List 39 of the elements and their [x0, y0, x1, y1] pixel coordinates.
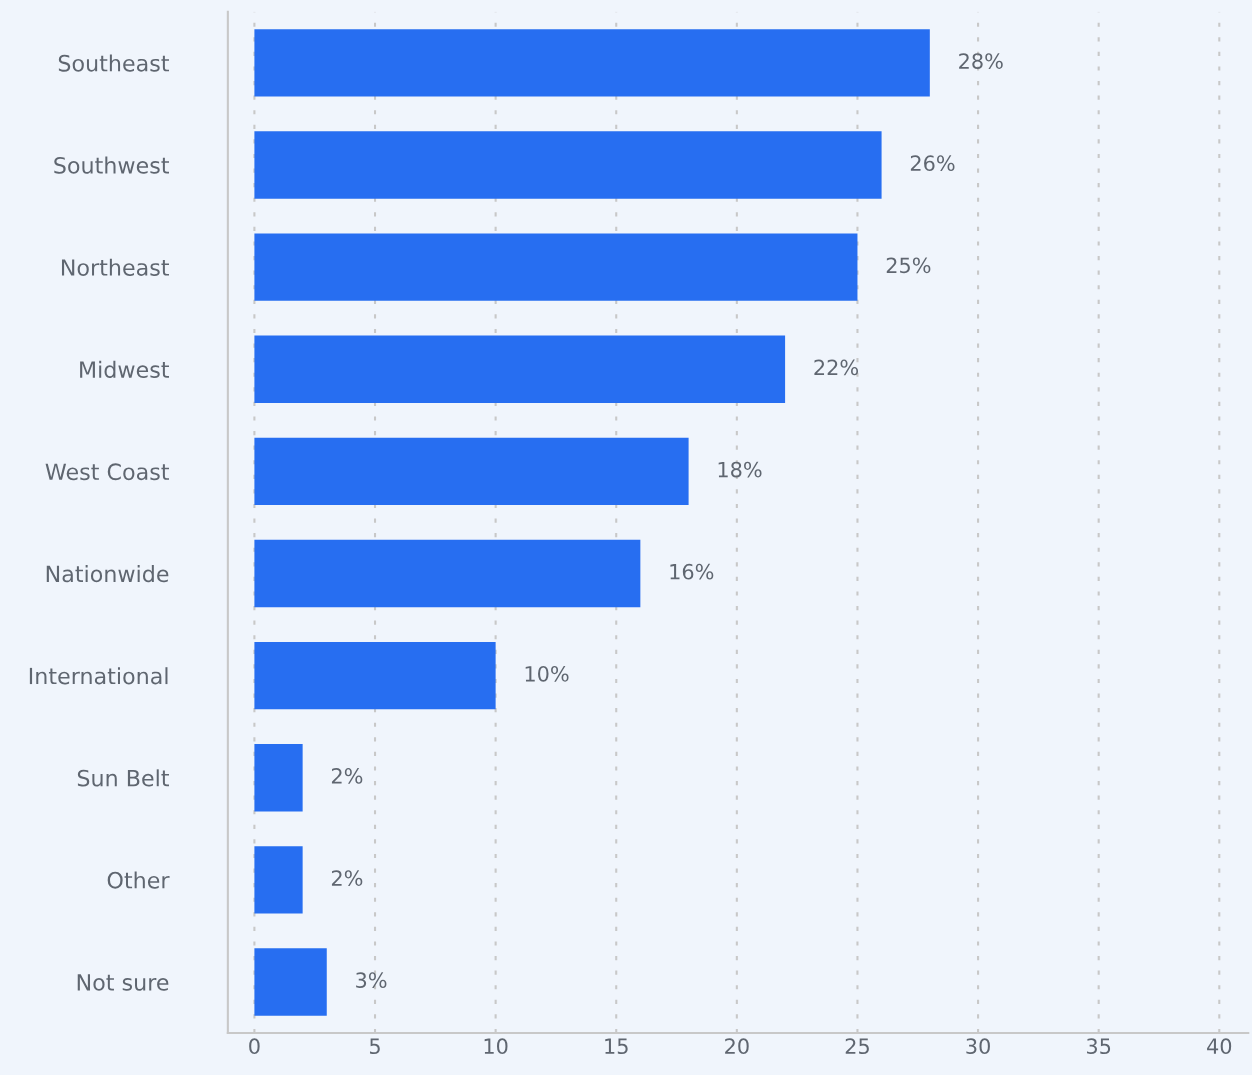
bar: [254, 641, 496, 710]
x-tick-label: 25: [845, 1038, 869, 1055]
y-tick-label: West Coast: [45, 463, 169, 481]
data-label: 2%: [331, 768, 363, 784]
bar: [254, 539, 641, 608]
y-tick-label: Northeast: [61, 258, 169, 276]
bar: [254, 131, 882, 199]
y-tick-label: Other: [107, 871, 170, 889]
x-tick-label: 30: [966, 1038, 990, 1055]
bar: [254, 233, 858, 301]
y-tick-label: Midwest: [80, 360, 169, 379]
x-tick-label: 35: [1087, 1038, 1111, 1055]
y-tick-label: Sun Belt: [77, 769, 169, 787]
bar: [254, 437, 689, 506]
y-tick-label: Southeast: [58, 54, 169, 72]
y-tick-label: Nationwide: [46, 565, 169, 583]
bar: [254, 335, 786, 403]
data-label: 3%: [356, 972, 387, 989]
data-label: 2%: [331, 870, 363, 886]
data-label: 28%: [959, 53, 1003, 69]
x-tick-label: 10: [484, 1038, 508, 1055]
y-tick-label: Not sure: [77, 974, 169, 991]
bar: [254, 948, 327, 1016]
x-tick-label: 5: [369, 1038, 380, 1055]
x-tick-label: 15: [605, 1038, 628, 1055]
data-label: 22%: [814, 359, 859, 376]
bar: [254, 29, 930, 97]
x-tick-label: 20: [725, 1038, 749, 1055]
bar: [254, 744, 303, 812]
data-label: 26%: [910, 155, 955, 172]
x-tick-label: 40: [1207, 1038, 1232, 1055]
data-label: 18%: [718, 461, 762, 478]
y-tick-label: Southwest: [54, 156, 169, 174]
x-tick-label: 0: [249, 1038, 260, 1055]
data-label: 10%: [525, 665, 569, 682]
data-label: 25%: [886, 257, 931, 274]
bar: [254, 846, 303, 914]
data-label: 16%: [670, 563, 714, 580]
y-tick-label: International: [29, 667, 168, 685]
